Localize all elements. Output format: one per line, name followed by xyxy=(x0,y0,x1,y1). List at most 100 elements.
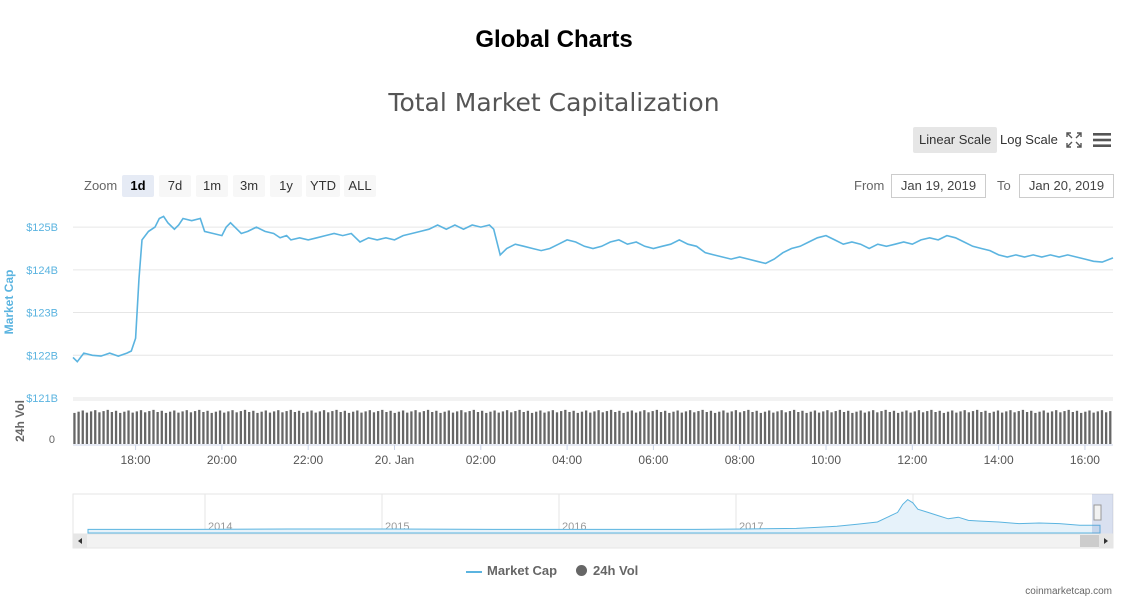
volume-bar xyxy=(547,411,550,444)
navigator-scrollbar-track[interactable] xyxy=(72,533,1114,549)
volume-bar xyxy=(1000,412,1004,444)
volume-bar xyxy=(913,411,916,444)
volume-bar xyxy=(976,409,979,444)
volume-bar xyxy=(830,412,833,444)
volume-bar xyxy=(114,410,118,444)
volume-bar xyxy=(139,410,143,444)
volume-bar xyxy=(780,410,783,444)
volume-bar xyxy=(89,411,93,444)
volume-bar xyxy=(235,412,238,444)
volume-bar xyxy=(722,410,725,444)
zoom-1d-button[interactable]: 1d xyxy=(122,175,154,197)
volume-bar xyxy=(198,409,201,444)
zoom-7d-button[interactable]: 7d xyxy=(159,175,191,197)
linear-scale-button[interactable]: Linear Scale xyxy=(913,127,998,153)
volume-bar xyxy=(738,412,742,444)
volume-bar xyxy=(1038,411,1041,444)
volume-bar xyxy=(984,410,987,444)
volume-bar xyxy=(102,411,105,444)
volume-bar xyxy=(214,411,218,444)
volume-bar xyxy=(518,409,521,444)
menu-icon[interactable] xyxy=(1092,131,1112,149)
volume-bar xyxy=(1104,412,1108,444)
volume-bar xyxy=(867,411,871,444)
market-cap-chart[interactable]: $125B $124B $123B $122B $121B Market Cap 24h… xyxy=(0,200,1128,560)
volume-bar xyxy=(630,410,634,444)
volume-bar xyxy=(1080,412,1083,444)
volume-bar xyxy=(946,411,950,444)
volume-bar xyxy=(243,409,247,444)
volume-bar xyxy=(252,410,255,444)
x-tick-label: 08:00 xyxy=(725,453,755,467)
volume-bar xyxy=(801,410,804,444)
volume-bar xyxy=(676,410,679,444)
volume-bar xyxy=(847,410,850,444)
volume-bar xyxy=(177,412,180,444)
volume-bar xyxy=(431,412,434,444)
log-scale-button[interactable]: Log Scale xyxy=(1000,132,1058,147)
volume-bar xyxy=(880,411,883,444)
zoom-1m-button[interactable]: 1m xyxy=(196,175,228,197)
volume-bar xyxy=(688,410,692,444)
volume-bar xyxy=(493,410,496,444)
volume-bar xyxy=(1050,411,1054,444)
volume-bar xyxy=(1034,412,1037,444)
volume-bar xyxy=(514,411,517,444)
legend-market-cap[interactable]: Market Cap xyxy=(466,563,557,578)
volume-bar xyxy=(705,412,708,444)
to-label: To xyxy=(997,178,1011,193)
volume-bar xyxy=(963,410,966,444)
volume-bar xyxy=(772,412,775,444)
legend-dot-icon xyxy=(576,565,587,576)
volume-bar xyxy=(859,410,862,444)
volume-bar xyxy=(917,410,921,444)
zoom-all-button[interactable]: ALL xyxy=(344,175,376,197)
volume-bar xyxy=(1030,410,1033,444)
fullscreen-icon[interactable] xyxy=(1065,131,1083,149)
volume-bar xyxy=(77,411,80,444)
volume-bar xyxy=(339,412,342,444)
to-date-input[interactable]: Jan 20, 2019 xyxy=(1019,174,1114,198)
volume-bar xyxy=(539,410,542,444)
volume-bar xyxy=(564,409,567,444)
volume-bar xyxy=(980,412,983,444)
market-cap-line[interactable] xyxy=(72,215,1114,363)
volume-bar xyxy=(418,412,421,444)
legend-market-cap-label: Market Cap xyxy=(487,563,558,578)
volume-bar xyxy=(530,412,534,444)
navigator-scrollbar-thumb[interactable] xyxy=(1080,535,1100,547)
volume-bar xyxy=(218,410,222,444)
legend-24h-vol[interactable]: 24h Vol xyxy=(576,563,638,578)
volume-bar xyxy=(468,411,471,444)
volume-bar xyxy=(156,412,159,444)
volume-bar xyxy=(360,412,363,444)
volume-bar xyxy=(951,410,954,444)
volume-bar xyxy=(119,412,122,444)
legend-line-icon xyxy=(466,570,482,573)
volume-bar xyxy=(426,409,430,444)
volume-bar xyxy=(81,410,84,444)
volume-bar xyxy=(223,412,226,444)
source-credit[interactable]: coinmarketcap.com xyxy=(1025,586,1112,597)
zoom-ytd-button[interactable]: YTD xyxy=(306,175,340,197)
volume-bar xyxy=(1005,411,1008,444)
y2-tick-zero: 0 xyxy=(49,434,55,446)
navigator-selection[interactable] xyxy=(1092,494,1113,534)
from-date-input[interactable]: Jan 19, 2019 xyxy=(891,174,986,198)
navigator-handle[interactable] xyxy=(1093,504,1102,521)
volume-bar xyxy=(768,410,771,444)
volume-bar xyxy=(797,412,800,444)
volume-bar xyxy=(148,411,151,444)
volume-bar xyxy=(618,410,621,444)
volume-bar xyxy=(489,411,492,444)
navigator[interactable]: 20142015201620172018 xyxy=(72,493,1114,549)
zoom-3m-button[interactable]: 3m xyxy=(233,175,265,197)
volume-bar xyxy=(1075,410,1079,444)
zoom-1y-button[interactable]: 1y xyxy=(270,175,302,197)
volume-bar xyxy=(352,411,355,444)
volume-bar xyxy=(747,409,750,444)
volume-bar xyxy=(331,411,334,444)
volume-bar xyxy=(248,412,251,444)
volume-bar xyxy=(401,410,405,444)
volume-bar xyxy=(1084,411,1087,444)
